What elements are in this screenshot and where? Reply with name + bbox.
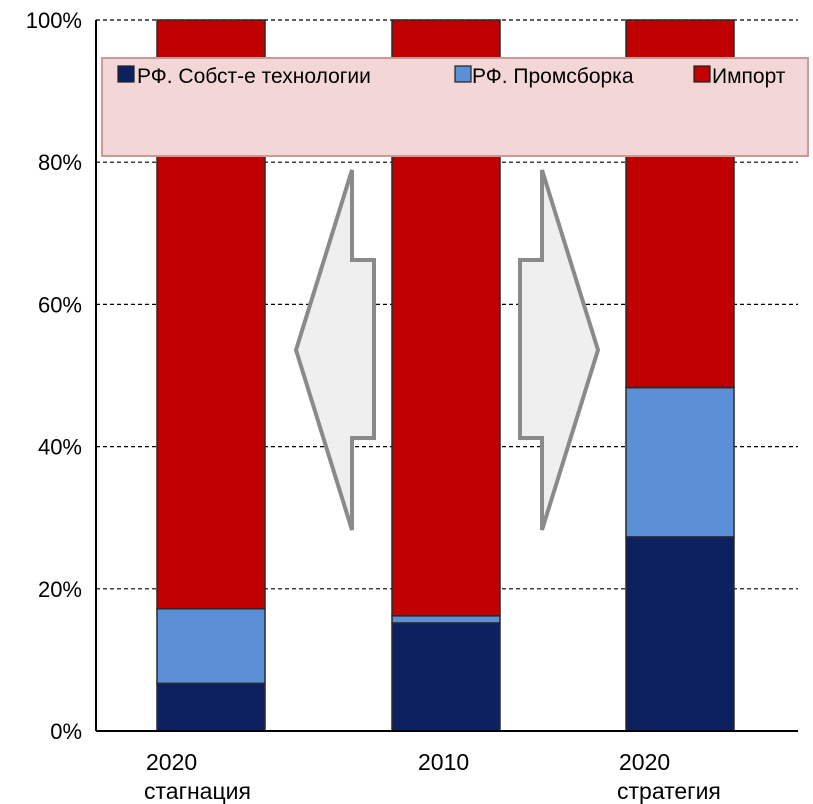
x-tick-label: 2020 — [146, 749, 197, 775]
bar-segment — [391, 615, 501, 624]
bar-segment — [391, 622, 501, 732]
y-tick-label: 80% — [38, 150, 82, 175]
axes — [95, 20, 798, 732]
y-tick-label: 100% — [26, 8, 82, 33]
legend-swatch — [693, 65, 711, 83]
y-tick-label: 0% — [50, 719, 82, 744]
arrow-right-icon — [518, 169, 601, 531]
x-tick-label: 2020 — [619, 749, 670, 775]
arrows — [293, 169, 601, 531]
arrow-left-icon — [293, 169, 376, 531]
bar-segment — [625, 386, 735, 538]
bar-segment — [625, 536, 735, 732]
x-tick-label: стратегия — [617, 778, 721, 804]
legend-label: РФ. Промсборка — [472, 65, 634, 88]
bar-segment — [156, 607, 266, 685]
legend-label: Импорт — [712, 65, 786, 88]
bar-segment — [156, 682, 266, 732]
legend-swatch — [454, 65, 472, 83]
x-tick-labels: 2020 стагнация 2010 2020 стратегия — [144, 749, 721, 804]
x-tick-label: 2010 — [418, 749, 469, 775]
y-tick-label: 20% — [38, 577, 82, 602]
legend-label: РФ. Собст-е технологии — [137, 65, 371, 88]
legend: РФ. Собст-е технологии РФ. Промсборка Импо… — [101, 57, 809, 157]
x-tick-label: стагнация — [144, 778, 251, 804]
y-tick-label: 60% — [38, 292, 82, 317]
legend-swatch — [117, 65, 135, 83]
y-tick-labels: 0% 20% 40% 60% 80% 100% — [26, 8, 82, 744]
y-tick-label: 40% — [38, 435, 82, 460]
